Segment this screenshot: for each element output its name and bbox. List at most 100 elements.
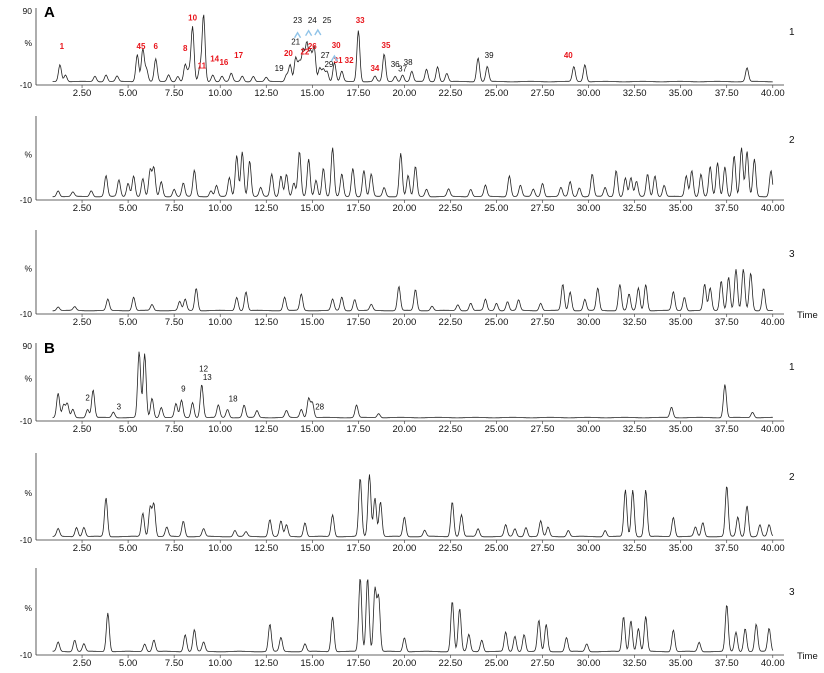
trace-a2-x-tick-label: 30.00 — [577, 203, 601, 214]
trace-a2-x-tick-label: 40.00 — [761, 203, 785, 214]
trace-b1-x-tick-label: 17.50 — [346, 424, 370, 435]
trace-b1-x-tick-label: 27.50 — [531, 424, 555, 435]
trace-b2-x-tick-label: 17.50 — [346, 543, 370, 554]
trace-a1-y-tick-label: 90 — [23, 6, 33, 16]
trace-a3-x-tick-label: 10.00 — [208, 317, 232, 328]
trace-a3-x-tick-label: 40.00 — [761, 317, 785, 328]
trace-b2-x-tick-label: 10.00 — [208, 543, 232, 554]
trace-a3-trace-number: 3 — [789, 249, 795, 260]
trace-a1-peak-label: 32 — [345, 56, 354, 65]
trace-b3-y-tick-label: % — [24, 603, 32, 613]
trace-a3-x-tick-label: 27.50 — [531, 317, 555, 328]
trace-a1-x-tick-label: 10.00 — [208, 88, 232, 99]
trace-a1-peak-label: 16 — [219, 58, 228, 67]
trace-b3-x-tick-label: 20.00 — [393, 658, 417, 669]
trace-a1-peak-label: 1 — [60, 42, 65, 51]
trace-b1-peak-label: 9 — [181, 385, 186, 394]
trace-b2-x-tick-label: 30.00 — [577, 543, 601, 554]
trace-a1-x-tick-label: 32.50 — [623, 88, 647, 99]
trace-a3-x-tick-label: 37.50 — [715, 317, 739, 328]
trace-b3-x-tick-label: 2.50 — [73, 658, 92, 669]
trace-a1-trace-number: 1 — [789, 27, 795, 38]
trace-a3-y-tick-label: -10 — [20, 309, 33, 319]
trace-a2-signal-line — [52, 147, 774, 198]
trace-a1-peak-label: 40 — [564, 51, 573, 60]
trace-a3-x-tick-label: 15.00 — [300, 317, 324, 328]
trace-a1-x-tick-label: 25.00 — [485, 88, 509, 99]
trace-a2-x-tick-label: 17.50 — [346, 203, 370, 214]
trace-b2-trace-number: 2 — [789, 472, 795, 483]
trace-b3-x-axis-label: Time — [797, 651, 818, 662]
trace-a1-peak-label: 10 — [188, 13, 197, 22]
trace-a2-trace-number: 2 — [789, 135, 795, 146]
trace-b3-x-tick-label: 12.50 — [254, 658, 278, 669]
trace-a3-x-tick-label: 30.00 — [577, 317, 601, 328]
trace-a1-x-tick-label: 30.00 — [577, 88, 601, 99]
trace-a3-signal-line — [52, 269, 773, 312]
trace-b1-x-tick-label: 25.00 — [485, 424, 509, 435]
trace-a3-x-tick-label: 17.50 — [346, 317, 370, 328]
trace-a1-peak-label: 26 — [308, 42, 317, 51]
trace-b3-x-tick-label: 17.50 — [346, 658, 370, 669]
trace-a1-peak-label: 36 — [391, 60, 400, 69]
trace-b3-x-tick-label: 15.00 — [300, 658, 324, 669]
trace-a1-peak-label: 29 — [324, 60, 333, 69]
trace-a1-y-tick-label: % — [24, 38, 32, 48]
trace-b1-x-tick-label: 15.00 — [300, 424, 324, 435]
trace-a1-x-tick-label: 12.50 — [254, 88, 278, 99]
trace-b3-x-tick-label: 35.00 — [669, 658, 693, 669]
panel-letter-b: B — [44, 340, 55, 357]
trace-a1-x-tick-label: 15.00 — [300, 88, 324, 99]
trace-b1-x-tick-label: 2.50 — [73, 424, 92, 435]
trace-b2-x-tick-label: 12.50 — [254, 543, 278, 554]
trace-b3-x-tick-label: 10.00 — [208, 658, 232, 669]
annotation-arrow-icon — [305, 29, 313, 37]
trace-b2-y-tick-label: -10 — [20, 535, 33, 545]
trace-b3-trace-number: 3 — [789, 587, 795, 598]
trace-a1-peak-label: 23 — [293, 16, 302, 25]
trace-b2-x-tick-label: 2.50 — [73, 543, 92, 554]
trace-a1-peak-label: 20 — [284, 49, 293, 58]
trace-a1-peak-label: 35 — [382, 41, 391, 50]
trace-b1-signal-line — [52, 351, 773, 419]
trace-a1-x-tick-label: 5.00 — [119, 88, 138, 99]
trace-b1-x-tick-label: 32.50 — [623, 424, 647, 435]
trace-a1-peak-label: 27 — [321, 51, 330, 60]
trace-a1-x-tick-label: 27.50 — [531, 88, 555, 99]
trace-b1-peak-label: 12 — [199, 365, 208, 374]
trace-a1-peak-label: 45 — [137, 42, 146, 51]
trace-a1-peak-label: 25 — [323, 16, 332, 25]
trace-b2-x-tick-label: 32.50 — [623, 543, 647, 554]
trace-a1-x-tick-label: 7.50 — [165, 88, 184, 99]
trace-b2-x-tick-label: 15.00 — [300, 543, 324, 554]
trace-b1-peak-label: 2 — [85, 394, 90, 403]
trace-a3-x-tick-label: 32.50 — [623, 317, 647, 328]
trace-a1-x-tick-label: 17.50 — [346, 88, 370, 99]
trace-a3-x-tick-label: 25.00 — [485, 317, 509, 328]
trace-b1-x-tick-label: 7.50 — [165, 424, 184, 435]
trace-a1-signal-line — [52, 14, 773, 83]
trace-a2-x-tick-label: 27.50 — [531, 203, 555, 214]
trace-a1-x-tick-label: 22.50 — [439, 88, 463, 99]
trace-b1-x-tick-label: 40.00 — [761, 424, 785, 435]
trace-a1-peak-label: 31 — [334, 56, 343, 65]
trace-b1-x-tick-label: 12.50 — [254, 424, 278, 435]
trace-a2-x-tick-label: 5.00 — [119, 203, 138, 214]
trace-a1-x-tick-label: 37.50 — [715, 88, 739, 99]
trace-a1-peak-label: 30 — [332, 41, 341, 50]
trace-b1-peak-label: 13 — [203, 373, 212, 382]
trace-a3-y-tick-label: % — [24, 264, 32, 274]
trace-a1-x-tick-label: 40.00 — [761, 88, 785, 99]
trace-a2-x-tick-label: 35.00 — [669, 203, 693, 214]
trace-b3-x-tick-label: 37.50 — [715, 658, 739, 669]
trace-b2-y-tick-label: % — [24, 488, 32, 498]
trace-a3-x-tick-label: 12.50 — [254, 317, 278, 328]
trace-a2-x-tick-label: 37.50 — [715, 203, 739, 214]
trace-a1-peak-label: 24 — [308, 16, 317, 25]
trace-a1-x-tick-label: 20.00 — [393, 88, 417, 99]
trace-b2-x-tick-label: 37.50 — [715, 543, 739, 554]
trace-a3-x-tick-label: 20.00 — [393, 317, 417, 328]
trace-a3-x-tick-label: 7.50 — [165, 317, 184, 328]
trace-a2-x-tick-label: 12.50 — [254, 203, 278, 214]
trace-a1-peak-label: 33 — [356, 16, 365, 25]
